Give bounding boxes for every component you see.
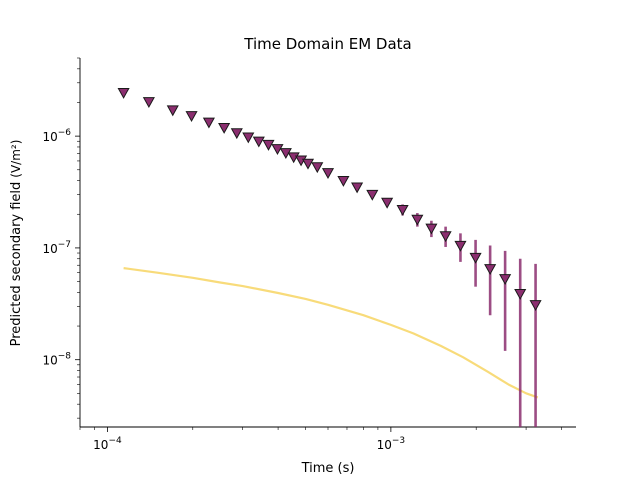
data-point: [242, 132, 255, 144]
data-point: [271, 144, 284, 156]
data-point: [252, 136, 265, 148]
data-point: [469, 252, 482, 264]
data-point: [514, 288, 527, 300]
x-tick-exponent: −3: [392, 436, 405, 446]
predicted-line: [123, 267, 539, 399]
data-point: [411, 214, 424, 226]
data-point: [499, 274, 512, 285]
x-tick-exponent: −4: [108, 436, 122, 446]
y-tick-mantissa: 10: [42, 130, 57, 144]
data-point: [230, 128, 243, 140]
y-tick-exponent: −7: [58, 240, 71, 250]
y-axis-label-main: Predicted secondary field: [9, 182, 24, 347]
data-point: [301, 158, 315, 170]
chart-title: Time Domain EM Data: [243, 35, 411, 53]
y-tick-mantissa: 10: [42, 242, 57, 256]
data-point: [425, 223, 438, 235]
x-axis-label: Time (s): [301, 461, 355, 476]
data-point: [262, 139, 275, 151]
data-markers: [117, 87, 542, 312]
data-point: [454, 240, 467, 252]
y-axis-ticks: 10−810−710−6: [42, 57, 80, 419]
x-tick-mantissa: 10: [93, 438, 108, 452]
data-point: [185, 111, 198, 123]
data-point: [202, 117, 215, 129]
x-tick-label: 10−3: [377, 436, 406, 452]
y-tick-exponent: −6: [58, 128, 72, 138]
data-point: [218, 123, 231, 134]
data-point: [166, 105, 179, 117]
data-point: [311, 162, 324, 174]
svg-text:Predicted secondary field(V/m²: Predicted secondary field (V/m²): [9, 140, 24, 347]
data-point: [484, 264, 497, 276]
x-axis-ticks: 10−4 10−3: [79, 427, 562, 452]
data-point: [337, 175, 350, 187]
data-point: [142, 97, 155, 108]
data-point: [351, 182, 364, 194]
data-point: [117, 87, 130, 99]
y-axis-label: Predicted secondary field (V/m²): [9, 140, 24, 347]
y-axis-label-unit: (V/m²): [9, 140, 23, 178]
x-tick-label: 10−4: [93, 436, 122, 452]
x-tick-mantissa: 10: [377, 438, 392, 452]
y-tick-label: 10−8: [42, 352, 71, 368]
predicted-series: [123, 267, 539, 399]
data-point: [439, 231, 452, 243]
y-tick-mantissa: 10: [42, 354, 57, 368]
data-point: [321, 168, 335, 180]
y-tick-exponent: −8: [58, 352, 72, 362]
y-tick-label: 10−7: [42, 240, 71, 256]
data-point: [396, 204, 409, 216]
data-point: [366, 189, 379, 201]
data-point: [381, 197, 394, 209]
data-point: [529, 300, 542, 312]
y-tick-label: 10−6: [42, 128, 71, 144]
